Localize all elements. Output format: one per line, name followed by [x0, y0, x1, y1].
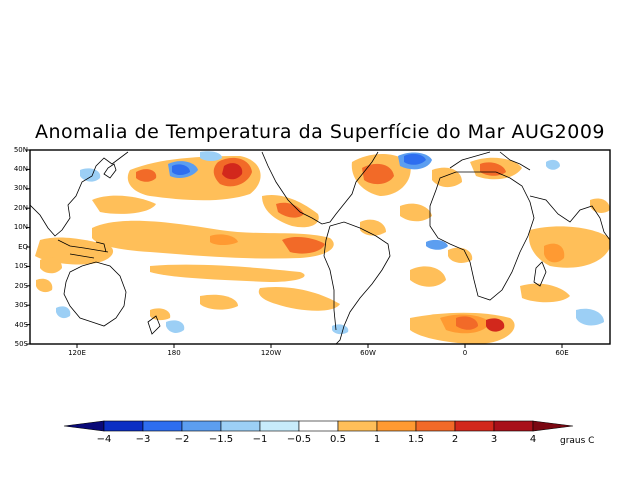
lon-ticks	[76, 344, 563, 348]
lat-label-10n: 10N	[13, 223, 28, 231]
warm-anomaly-north-pacific	[92, 151, 261, 214]
lat-label-40n: 40N	[13, 165, 28, 173]
warm-anomaly-south-pacific	[200, 286, 340, 311]
colorbar-swatch	[103, 420, 144, 432]
colorbar-label-1-5: 1.5	[408, 434, 424, 445]
colorbar-label-minus-4: −4	[96, 434, 112, 445]
warm-anomaly-north-atlantic	[351, 152, 522, 222]
colorbar-label-minus-2: −2	[174, 434, 190, 445]
lat-label-20s: 20S	[14, 282, 28, 290]
coastlines	[30, 151, 610, 344]
colorbar-swatch	[220, 420, 261, 432]
lon-label-120w: 120W	[260, 349, 282, 357]
lon-label-0: 0	[462, 349, 468, 357]
coast-asia-pacific	[30, 151, 129, 237]
colorbar-label-3: 3	[490, 434, 498, 445]
warm-anomaly-equatorial-pacific	[35, 220, 334, 282]
lat-label-eq: EQ	[18, 243, 28, 251]
coast-north-america	[261, 151, 379, 225]
colorbar-label-1: 1	[373, 434, 381, 445]
lat-label-30n: 30N	[13, 184, 28, 192]
coast-new-zealand	[147, 315, 161, 335]
colorbar-label-4: 4	[529, 434, 537, 445]
lat-label-30s: 30S	[14, 301, 28, 309]
lon-label-60e: 60E	[555, 349, 569, 357]
colorbar-arrow-low	[63, 420, 105, 432]
cold-anomaly-patches	[56, 159, 604, 335]
warm-anomaly-indian-ocean	[520, 226, 610, 303]
colorbar-label-minus-1: −1	[252, 434, 268, 445]
coast-europe	[449, 151, 531, 171]
lat-label-50s: 50S	[14, 340, 28, 348]
colorbar-swatch	[415, 420, 456, 432]
colorbar-swatch	[181, 420, 222, 432]
warm-anomaly-east-pacific	[262, 194, 319, 228]
colorbar-arrow-high	[532, 420, 574, 432]
coast-south-america	[323, 221, 391, 344]
lon-label-120e: 120E	[68, 349, 86, 357]
colorbar-swatch	[142, 420, 183, 432]
anomaly-field	[35, 151, 610, 344]
colorbar	[63, 420, 574, 432]
colorbar-swatch	[298, 420, 339, 432]
colorbar-units: graus C	[560, 436, 595, 446]
coast-indonesia	[57, 239, 109, 259]
warm-anomaly-southern-ocean	[410, 266, 515, 344]
colorbar-label-minus-1-5: −1.5	[208, 434, 234, 445]
colorbar-label-minus-3: −3	[135, 434, 151, 445]
chart-title: Anomalia de Temperatura da Superfície do…	[34, 121, 606, 143]
warm-anomaly-scattered	[36, 198, 610, 321]
colorbar-label-0-5: 0.5	[330, 434, 346, 445]
coast-japan	[103, 163, 117, 179]
colorbar-label-minus-0-5: −0.5	[286, 434, 312, 445]
colorbar-swatch	[454, 420, 495, 432]
lon-label-180: 180	[167, 349, 181, 357]
colorbar-swatch	[337, 420, 378, 432]
coast-australia	[63, 261, 127, 327]
lat-ticks	[26, 149, 30, 345]
colorbar-swatch	[376, 420, 417, 432]
colorbar-label-2: 2	[451, 434, 459, 445]
colorbar-swatch	[493, 420, 534, 432]
lat-label-50n: 50N	[13, 146, 28, 154]
coast-africa	[429, 171, 535, 301]
coast-madagascar	[533, 261, 547, 287]
coast-arabia-india	[529, 195, 610, 241]
colorbar-swatch	[259, 420, 300, 432]
lat-label-20n: 20N	[13, 204, 28, 212]
lat-label-10s: 10S	[14, 262, 28, 270]
lat-label-40s: 40S	[14, 321, 28, 329]
lon-label-60w: 60W	[360, 349, 376, 357]
